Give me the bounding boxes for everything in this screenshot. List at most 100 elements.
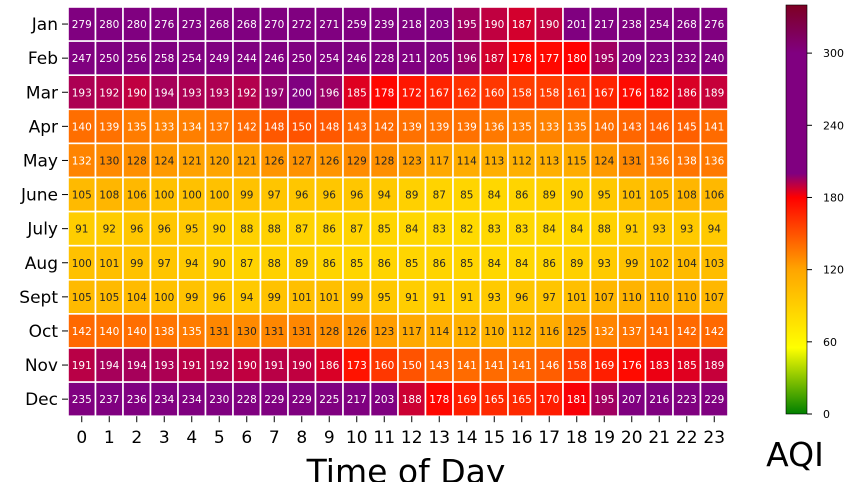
cell-value-label: 139 [99, 121, 119, 133]
cell-value-label: 223 [649, 53, 669, 65]
cell-value-label: 178 [374, 87, 394, 99]
cell-value-label: 170 [539, 394, 559, 406]
cell-value-label: 117 [402, 326, 422, 338]
cell-value-label: 150 [292, 121, 312, 133]
heatmap-cell [259, 142, 289, 179]
cell-value-label: 86 [515, 190, 529, 202]
cell-value-label: 139 [402, 121, 422, 133]
cell-value-label: 225 [319, 394, 339, 406]
cell-value-label: 192 [99, 87, 119, 99]
cell-value-label: 96 [515, 292, 529, 304]
cell-value-label: 93 [653, 224, 666, 236]
cell-value-label: 100 [154, 292, 174, 304]
x-axis-label: Time of Day [306, 452, 506, 482]
cell-value-label: 104 [127, 292, 147, 304]
cell-value-label: 160 [484, 87, 504, 99]
cell-value-label: 95 [598, 190, 611, 202]
heatmap-cell [67, 313, 97, 349]
heatmap-cell [122, 74, 152, 111]
cell-value-label: 112 [457, 326, 477, 338]
cell-value-label: 83 [433, 224, 446, 236]
y-tick-label: July [26, 220, 58, 240]
cell-value-label: 191 [264, 360, 284, 372]
heatmap-cell [617, 244, 647, 281]
heatmap-cell [204, 176, 234, 213]
cell-value-label: 194 [154, 87, 174, 99]
cell-value-label: 139 [457, 121, 477, 133]
cell-value-label: 101 [622, 190, 642, 202]
cell-value-label: 142 [72, 326, 92, 338]
heatmap-cell [562, 142, 592, 179]
cell-value-label: 89 [570, 258, 583, 270]
heatmap-cell [342, 176, 372, 213]
cell-value-label: 176 [622, 87, 642, 99]
cell-value-label: 158 [512, 87, 532, 99]
cell-value-label: 160 [374, 360, 394, 372]
cell-value-label: 158 [567, 360, 587, 372]
cell-value-label: 92 [103, 224, 116, 236]
cell-value-label: 100 [154, 190, 174, 202]
cell-value-label: 232 [677, 53, 697, 65]
cell-value-label: 276 [704, 19, 724, 31]
cell-value-label: 102 [649, 258, 669, 270]
heatmap-cell [314, 278, 344, 315]
heatmap-cell [589, 347, 619, 383]
heatmap-cell [369, 40, 399, 76]
heatmap-cell [479, 6, 509, 42]
cell-value-label: 178 [512, 53, 532, 65]
cell-value-label: 186 [319, 360, 339, 372]
cell-value-label: 180 [567, 53, 587, 65]
cell-value-label: 201 [567, 19, 587, 31]
cell-value-label: 86 [323, 258, 337, 270]
heatmap-cell [122, 40, 152, 76]
x-tick-label: 8 [296, 428, 307, 448]
cell-value-label: 189 [704, 360, 724, 372]
cell-value-label: 268 [677, 19, 697, 31]
cell-value-label: 85 [460, 190, 473, 202]
cell-value-label: 279 [72, 19, 92, 31]
cell-value-label: 244 [237, 53, 257, 65]
cell-value-label: 95 [185, 224, 198, 236]
cell-value-label: 94 [240, 292, 254, 304]
heatmap-cell [424, 176, 454, 213]
cell-value-label: 97 [543, 292, 556, 304]
cell-value-label: 193 [154, 360, 174, 372]
cell-value-label: 91 [405, 292, 418, 304]
heatmap-cell [287, 347, 317, 383]
x-tick-label: 11 [373, 428, 395, 448]
cell-value-label: 91 [625, 224, 638, 236]
cell-value-label: 254 [319, 53, 339, 65]
y-tick-label: May [23, 151, 58, 171]
cell-value-label: 83 [488, 224, 501, 236]
cell-value-label: 136 [649, 155, 669, 167]
heatmap-cell [534, 210, 564, 247]
cell-value-label: 96 [323, 190, 337, 202]
cell-value-label: 205 [429, 53, 449, 65]
cell-value-label: 86 [323, 224, 337, 236]
cell-value-label: 190 [127, 87, 147, 99]
heatmap-cell [562, 108, 592, 145]
heatmap-cell [424, 244, 454, 281]
cell-value-label: 96 [213, 292, 227, 304]
heatmap-cell [452, 278, 482, 315]
heatmap-cell [699, 6, 729, 42]
cell-value-label: 207 [622, 394, 642, 406]
cell-value-label: 107 [704, 292, 724, 304]
heatmap-cell [699, 108, 729, 145]
y-tick-label: June [20, 186, 58, 206]
heatmap-cell [644, 176, 674, 213]
cell-value-label: 196 [319, 87, 339, 99]
cell-value-label: 169 [457, 394, 477, 406]
heatmap-cell [424, 381, 454, 418]
heatmap-cell [589, 74, 619, 111]
cell-value-label: 108 [99, 190, 119, 202]
heatmap-cell [287, 108, 317, 145]
cell-value-label: 140 [99, 326, 119, 338]
x-tick-label: 12 [401, 428, 423, 448]
cell-value-label: 132 [594, 326, 614, 338]
cell-value-label: 82 [460, 224, 473, 236]
cell-value-label: 113 [484, 155, 504, 167]
cell-value-label: 84 [488, 258, 502, 270]
cell-value-label: 230 [209, 394, 229, 406]
x-tick-labels: 0 1 2 3 4 5 6 7 8 9 10 11 12 13 14 15 16 17 18 19 20 21 22 23 [76, 416, 725, 448]
